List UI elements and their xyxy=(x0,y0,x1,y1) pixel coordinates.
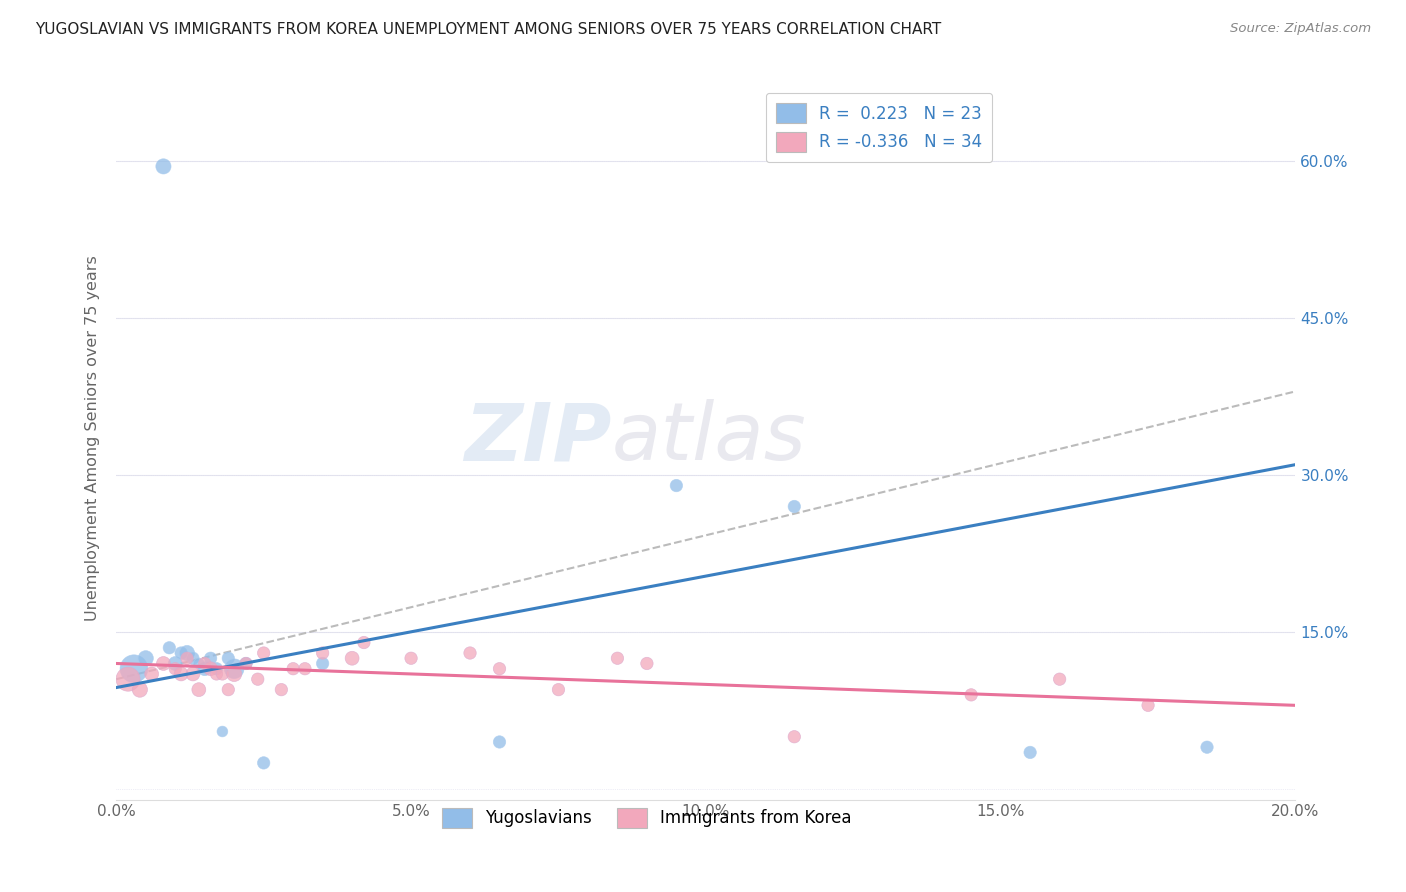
Point xyxy=(181,667,204,681)
Point xyxy=(340,651,363,665)
Point xyxy=(205,662,228,676)
Point xyxy=(294,662,316,676)
Point xyxy=(636,657,658,671)
Point xyxy=(224,662,246,676)
Point xyxy=(547,682,569,697)
Point xyxy=(224,667,246,681)
Point xyxy=(157,640,180,655)
Text: ZIP: ZIP xyxy=(464,400,612,477)
Point xyxy=(253,646,276,660)
Point xyxy=(353,635,375,649)
Point xyxy=(187,657,209,671)
Point xyxy=(281,662,304,676)
Point xyxy=(181,651,204,665)
Point xyxy=(270,682,292,697)
Point xyxy=(253,756,276,770)
Point xyxy=(1019,746,1042,760)
Point xyxy=(606,651,628,665)
Point xyxy=(211,667,233,681)
Point xyxy=(170,667,193,681)
Point xyxy=(165,662,187,676)
Point xyxy=(217,682,239,697)
Point xyxy=(488,735,510,749)
Point xyxy=(194,662,217,676)
Point xyxy=(141,667,163,681)
Point xyxy=(200,662,222,676)
Point xyxy=(165,657,187,671)
Point xyxy=(217,651,239,665)
Point xyxy=(152,160,174,174)
Point xyxy=(783,500,806,514)
Point xyxy=(235,657,257,671)
Point xyxy=(399,651,422,665)
Point xyxy=(488,662,510,676)
Point xyxy=(311,657,333,671)
Legend: Yugoslavians, Immigrants from Korea: Yugoslavians, Immigrants from Korea xyxy=(436,801,859,835)
Point xyxy=(117,672,139,686)
Point xyxy=(152,657,174,671)
Point xyxy=(211,724,233,739)
Point xyxy=(458,646,481,660)
Point xyxy=(311,646,333,660)
Point xyxy=(1137,698,1160,713)
Point xyxy=(205,667,228,681)
Point xyxy=(246,672,269,686)
Point xyxy=(200,651,222,665)
Text: Source: ZipAtlas.com: Source: ZipAtlas.com xyxy=(1230,22,1371,36)
Point xyxy=(960,688,983,702)
Point xyxy=(1195,740,1218,755)
Point xyxy=(170,646,193,660)
Text: atlas: atlas xyxy=(612,400,806,477)
Point xyxy=(187,682,209,697)
Point xyxy=(194,657,217,671)
Y-axis label: Unemployment Among Seniors over 75 years: Unemployment Among Seniors over 75 years xyxy=(86,256,100,622)
Point xyxy=(783,730,806,744)
Text: YUGOSLAVIAN VS IMMIGRANTS FROM KOREA UNEMPLOYMENT AMONG SENIORS OVER 75 YEARS CO: YUGOSLAVIAN VS IMMIGRANTS FROM KOREA UNE… xyxy=(35,22,942,37)
Point xyxy=(128,682,150,697)
Point xyxy=(176,651,198,665)
Point xyxy=(135,651,157,665)
Point xyxy=(665,478,688,492)
Point xyxy=(176,646,198,660)
Point xyxy=(1049,672,1071,686)
Point xyxy=(122,662,145,676)
Point xyxy=(235,657,257,671)
